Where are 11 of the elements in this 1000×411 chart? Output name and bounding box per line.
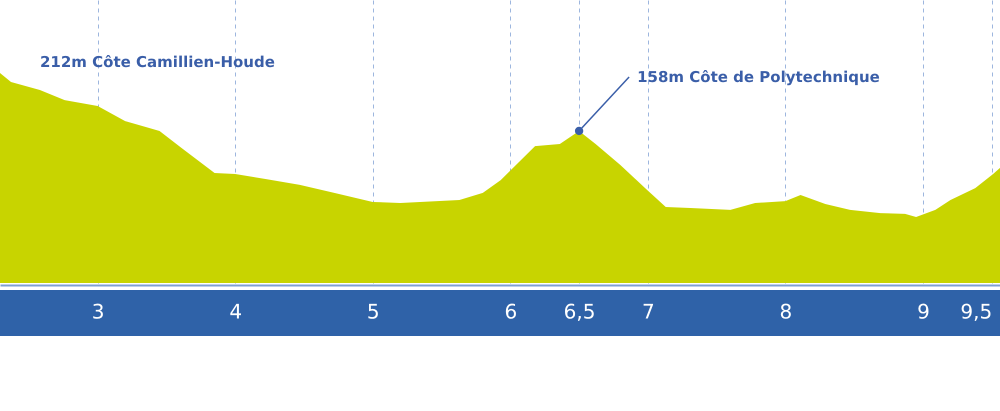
x-tick-label: 4 [229,300,242,324]
annotation: 158m Côte de Polytechnique [637,68,880,86]
x-tick-label: 5 [366,300,380,324]
x-tick-label: 6 [504,300,518,324]
x-tick-label: 9,5 [960,300,992,324]
x-tick-label: 6,5 [564,300,596,324]
text: 212m Côte Camillien-Houde [40,53,275,71]
x-tick-label: 7 [642,300,655,324]
x-tick-label: 9 [917,300,930,324]
x-tick-label: 3 [92,300,105,324]
x-tick-label: 8 [780,300,792,324]
